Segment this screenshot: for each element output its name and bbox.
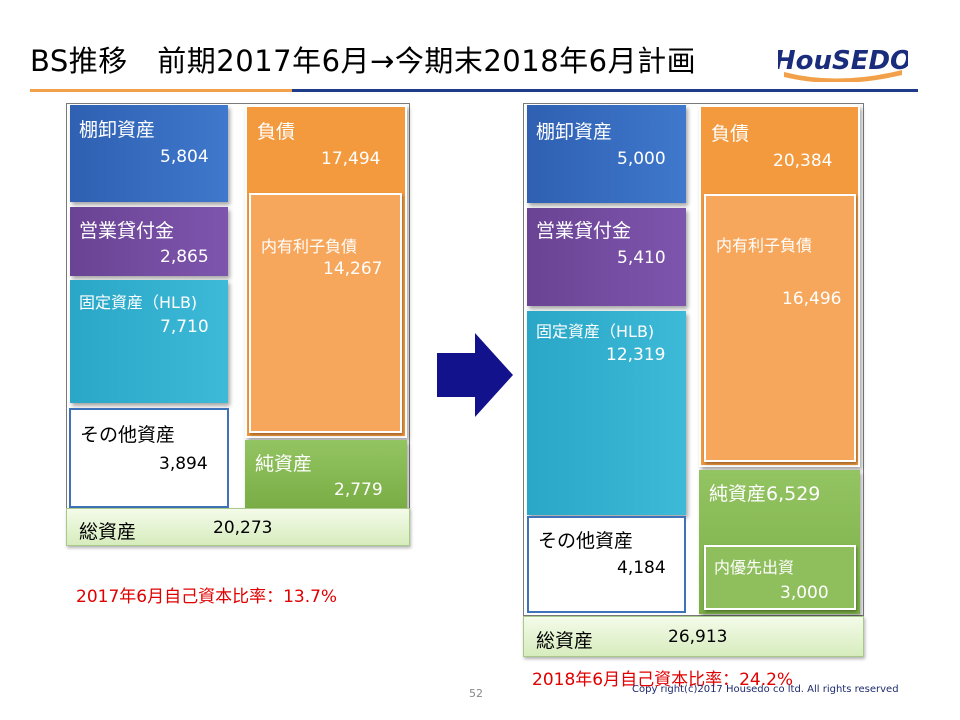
- right-interest-debt-value: 16,496: [782, 289, 842, 309]
- left-total-assets-bar: 総資産 20,273: [66, 508, 410, 546]
- right-preferred-capital-label: 内優先出資: [714, 558, 795, 577]
- right-loans-block: 営業貸付金 5,410: [527, 208, 686, 306]
- right-other-assets-value: 4,184: [617, 558, 666, 578]
- right-total-assets-value: 26,913: [668, 627, 728, 647]
- right-loans-value: 5,410: [617, 248, 666, 268]
- right-total-assets-bar: 総資産 26,913: [523, 616, 864, 657]
- page-title: BS推移 前期2017年6月→今期末2018年6月計画: [30, 44, 697, 78]
- left-fixed-assets-label: 固定資産（HLB): [79, 293, 198, 312]
- right-inventory-block: 棚卸資産 5,000: [527, 105, 686, 203]
- housedo-logo: HouSEDO: [778, 46, 908, 82]
- left-inventory-label: 棚卸資産: [79, 119, 156, 141]
- title-rule-navy: [292, 89, 918, 92]
- right-interest-debt-block: 内有利子負債 16,496: [704, 194, 856, 462]
- right-inventory-value: 5,000: [617, 149, 666, 169]
- left-liabilities-value: 17,494: [321, 149, 381, 169]
- right-net-assets-label: 純資産6,529: [709, 483, 821, 505]
- right-total-assets-label: 総資産: [536, 630, 594, 652]
- logo-text: HouSEDO: [778, 46, 908, 76]
- right-other-assets-label: その他資産: [538, 530, 634, 552]
- left-fixed-assets-value: 7,710: [160, 317, 209, 337]
- right-interest-debt-label: 内有利子負債: [716, 236, 813, 255]
- right-loans-label: 営業貸付金: [536, 220, 632, 242]
- right-fixed-assets-value: 12,319: [606, 345, 666, 365]
- right-preferred-capital-value: 3,000: [780, 583, 829, 603]
- left-loans-value: 2,865: [160, 247, 209, 267]
- right-arrow-icon: [437, 333, 513, 417]
- right-equity-ratio: 2018年6月自己資本比率：24.2%: [532, 670, 794, 690]
- left-net-assets-block: 純資産 2,779: [245, 440, 407, 508]
- right-inventory-label: 棚卸資産: [536, 121, 613, 143]
- left-inventory-block: 棚卸資産 5,804: [70, 105, 228, 202]
- left-loans-block: 営業貸付金 2,865: [70, 207, 228, 276]
- right-liabilities-value: 20,384: [773, 151, 833, 171]
- left-liabilities-label: 負債: [257, 121, 296, 143]
- left-interest-debt-value: 14,267: [323, 259, 383, 279]
- left-total-assets-label: 総資産: [79, 521, 137, 543]
- left-interest-debt-label: 内有利子負債: [261, 237, 358, 256]
- title-rule-orange: [30, 89, 292, 92]
- page-number: 52: [469, 687, 483, 700]
- right-preferred-capital-block: 内優先出資 3,000: [704, 545, 856, 610]
- left-other-assets-value: 3,894: [159, 454, 208, 474]
- left-equity-ratio: 2017年6月自己資本比率：13.7%: [76, 587, 338, 607]
- right-fixed-assets-label: 固定資産（HLB): [536, 322, 655, 341]
- right-fixed-assets-block: 固定資産（HLB) 12,319: [527, 311, 686, 515]
- left-other-assets-block: その他資産 3,894: [69, 408, 229, 508]
- left-net-assets-value: 2,779: [334, 480, 383, 500]
- left-other-assets-label: その他資産: [80, 424, 176, 446]
- left-fixed-assets-block: 固定資産（HLB) 7,710: [70, 280, 228, 403]
- right-other-assets-block: その他資産 4,184: [527, 516, 686, 613]
- left-loans-label: 営業貸付金: [79, 220, 175, 242]
- right-liabilities-label: 負債: [711, 123, 750, 145]
- copyright-notice: Copy right(c)2017 Housedo co ltd. All ri…: [632, 684, 899, 695]
- left-inventory-value: 5,804: [160, 147, 209, 167]
- left-net-assets-label: 純資産: [255, 453, 313, 475]
- left-interest-debt-block: 内有利子負債 14,267: [249, 193, 402, 433]
- left-total-assets-value: 20,273: [213, 518, 273, 538]
